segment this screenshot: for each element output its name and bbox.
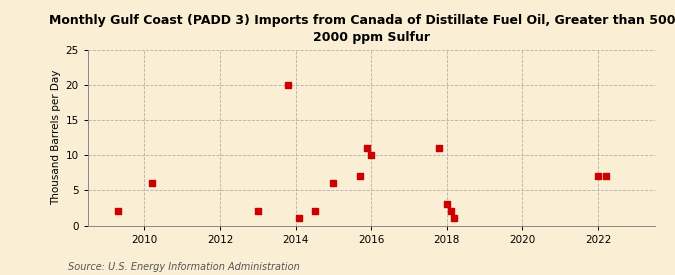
- Title: Monthly Gulf Coast (PADD 3) Imports from Canada of Distillate Fuel Oil, Greater : Monthly Gulf Coast (PADD 3) Imports from…: [49, 14, 675, 44]
- Point: [362, 146, 373, 150]
- Point: [252, 209, 263, 214]
- Point: [354, 174, 365, 178]
- Point: [593, 174, 603, 178]
- Point: [446, 209, 456, 214]
- Y-axis label: Thousand Barrels per Day: Thousand Barrels per Day: [51, 70, 61, 205]
- Point: [294, 216, 305, 221]
- Point: [449, 216, 460, 221]
- Point: [309, 209, 320, 214]
- Point: [328, 181, 339, 185]
- Point: [283, 82, 294, 87]
- Text: Source: U.S. Energy Information Administration: Source: U.S. Energy Information Administ…: [68, 262, 299, 272]
- Point: [366, 153, 377, 157]
- Point: [600, 174, 611, 178]
- Point: [434, 146, 445, 150]
- Point: [113, 209, 124, 214]
- Point: [146, 181, 157, 185]
- Point: [441, 202, 452, 207]
